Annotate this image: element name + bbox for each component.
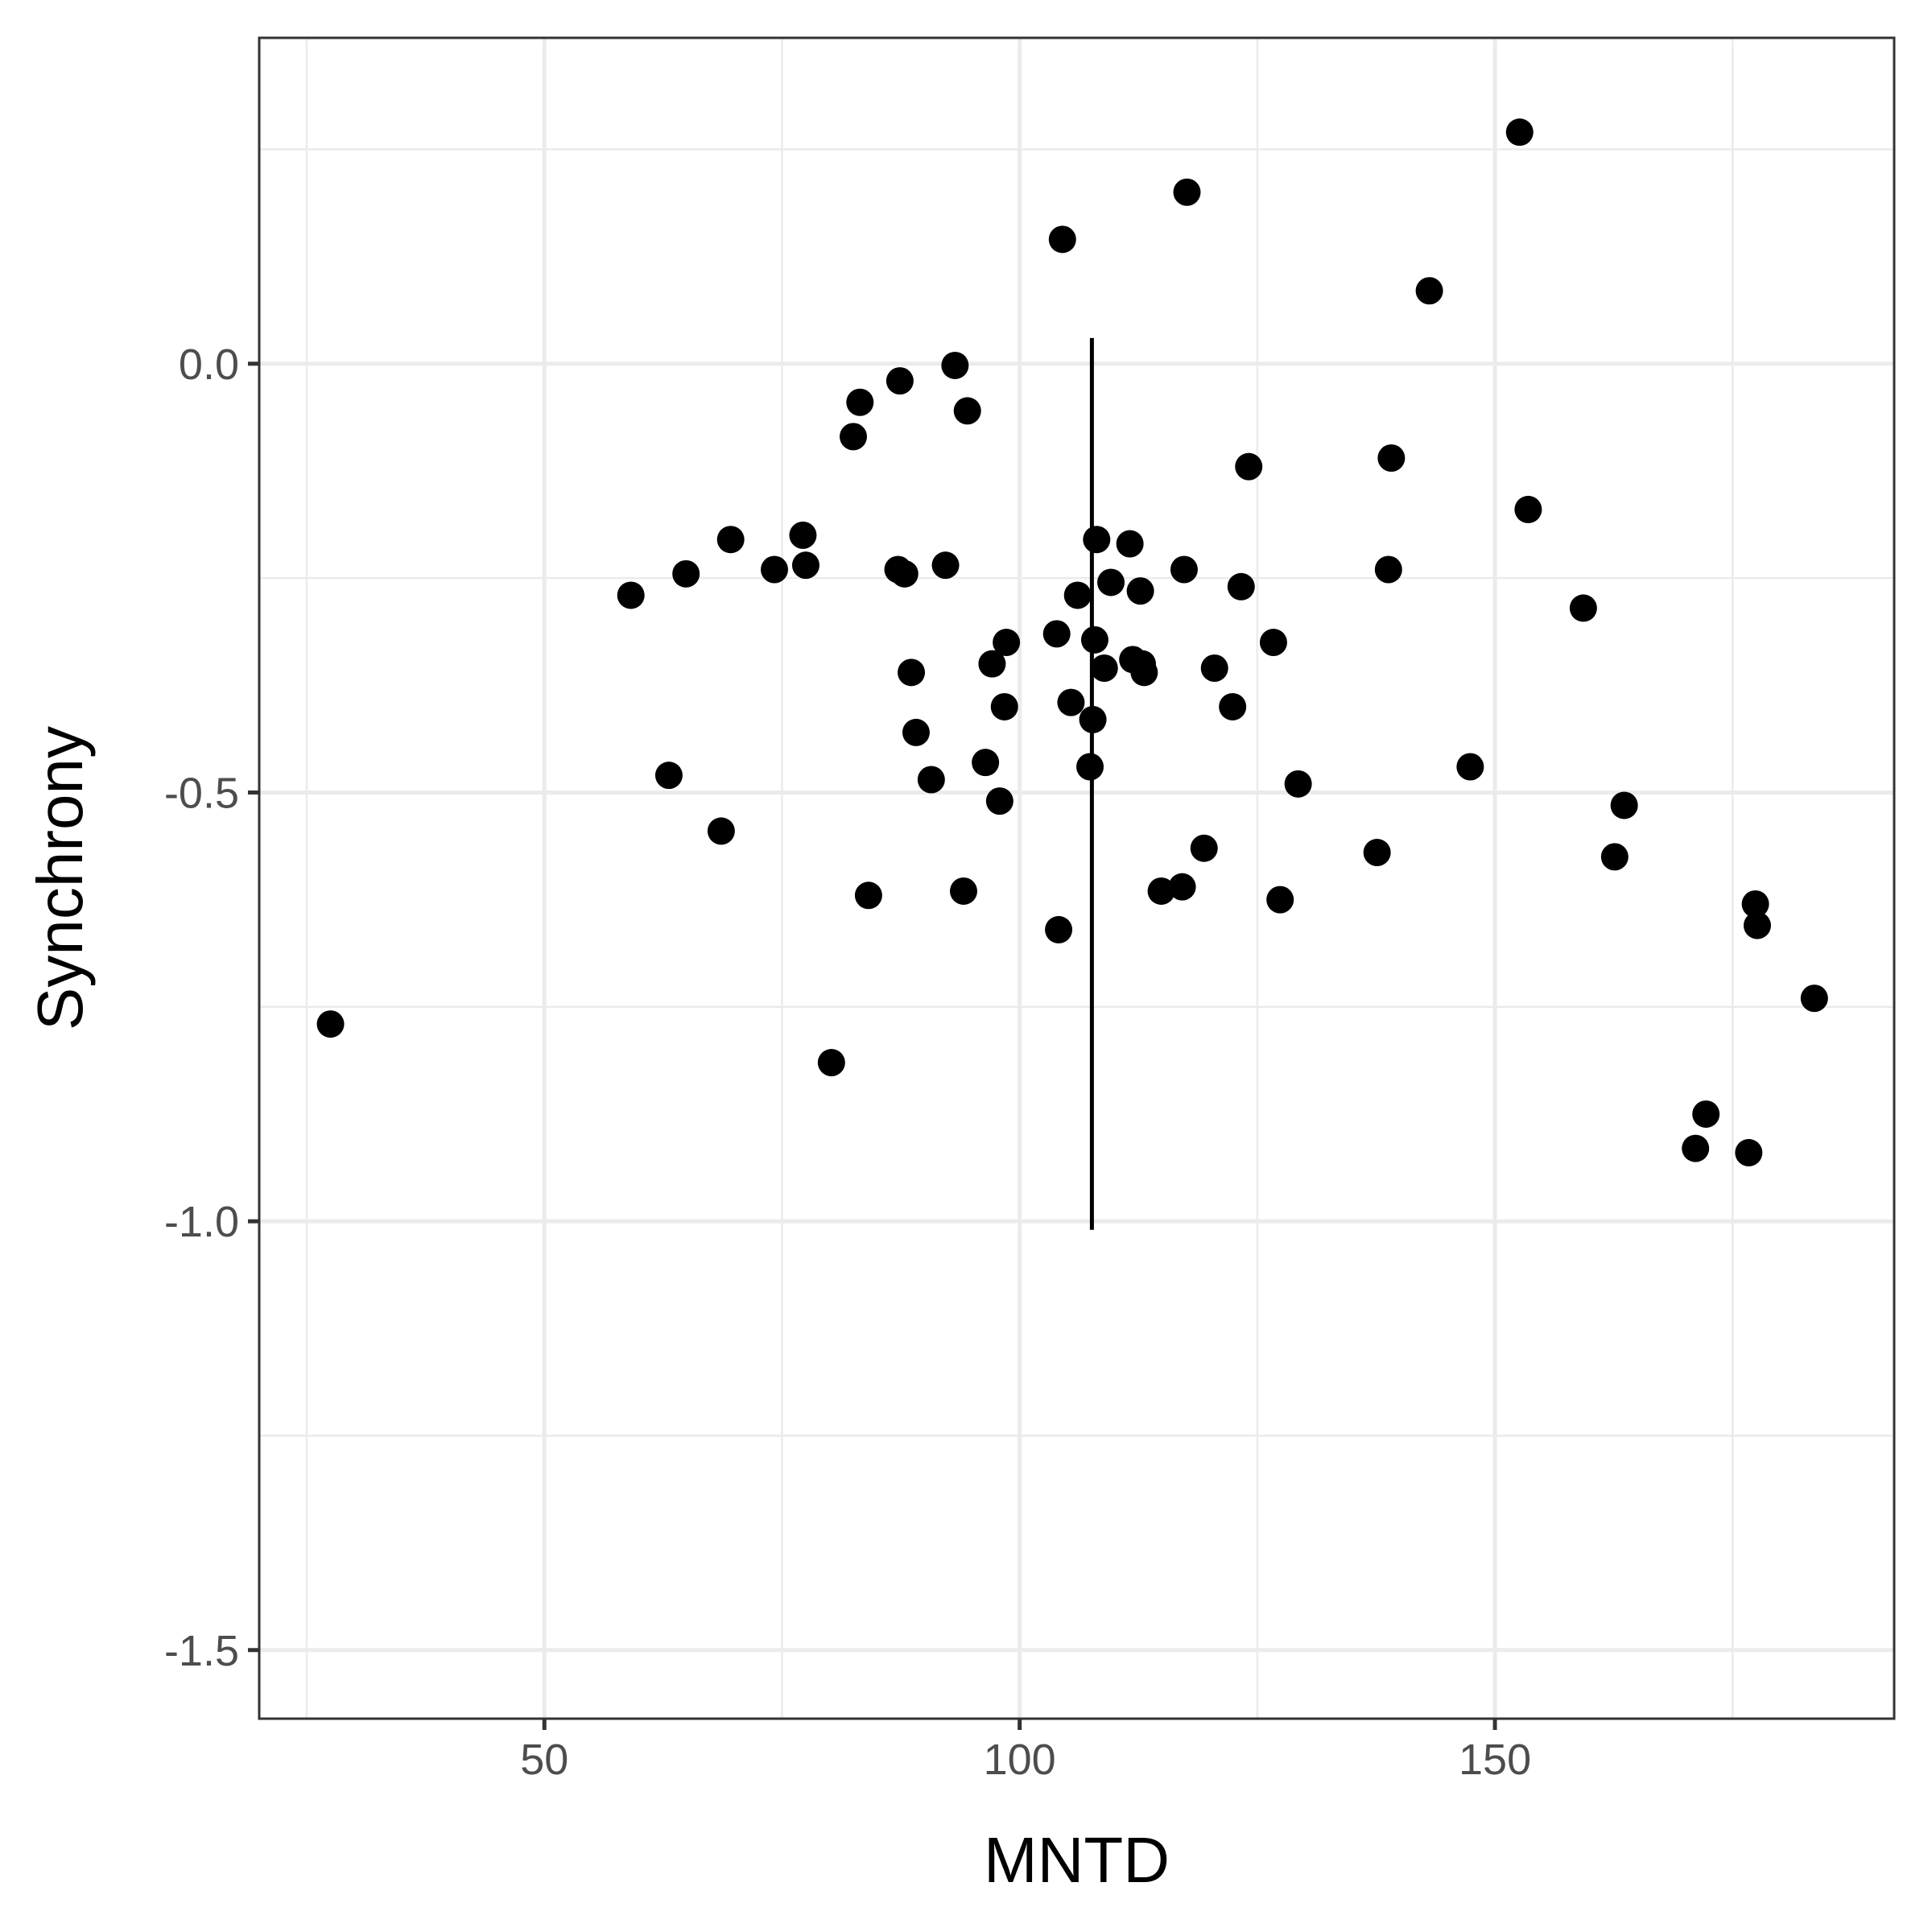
data-point [672, 559, 700, 588]
data-point [1080, 625, 1108, 654]
data-point [1090, 654, 1118, 682]
panel-border [258, 36, 1896, 1720]
data-point [846, 388, 874, 416]
data-point [1200, 654, 1228, 682]
tick-labels: 50 100 150 0.0 -0.5 -1.0 -1.5 [164, 341, 1531, 1784]
data-point [1259, 629, 1287, 657]
data-point [654, 762, 683, 790]
data-point [1173, 178, 1201, 206]
data-point [1126, 577, 1154, 605]
axis-ticks [248, 361, 1497, 1730]
data-point [1374, 555, 1402, 584]
data-point [1735, 1138, 1763, 1166]
data-point [1063, 581, 1092, 609]
x-axis-title: MNTD [984, 1824, 1170, 1896]
data-point [993, 629, 1021, 657]
y-tick-label: -1.0 [164, 1198, 239, 1246]
data-point [1377, 444, 1406, 472]
data-point [716, 526, 745, 554]
data-point [707, 817, 735, 845]
x-tick-label: 150 [1459, 1736, 1531, 1784]
data-point [1045, 915, 1073, 943]
data-point [1076, 753, 1104, 781]
data-point [902, 718, 930, 746]
data-point [941, 351, 969, 379]
y-axis-title: Synchrony [24, 726, 96, 1030]
data-point [617, 581, 645, 609]
data-point [1057, 688, 1085, 716]
data-point [1190, 834, 1218, 862]
data-point [917, 766, 945, 794]
data-point [990, 692, 1018, 720]
data-point [1266, 886, 1294, 914]
data-point [1456, 753, 1484, 781]
data-point [1168, 873, 1196, 901]
data-point [1083, 526, 1111, 554]
x-tick-label: 50 [520, 1736, 568, 1784]
data-point [890, 559, 919, 588]
data-point [1741, 890, 1769, 918]
data-point [898, 658, 926, 687]
data-point [1505, 118, 1534, 147]
data-point [1130, 658, 1158, 687]
x-tick-label: 100 [984, 1736, 1056, 1784]
data-point [1042, 620, 1071, 648]
data-point [854, 881, 882, 910]
data-point [1692, 1100, 1720, 1128]
data-point [978, 650, 1006, 678]
data-point [886, 367, 914, 395]
data-point [1600, 843, 1629, 871]
data-point [1147, 877, 1175, 905]
plot-marks [316, 118, 1828, 1230]
data-point [1569, 594, 1597, 622]
data-point [817, 1049, 845, 1077]
data-point [1363, 839, 1391, 867]
data-point [840, 423, 868, 451]
data-point [316, 1010, 345, 1038]
data-point [791, 551, 819, 580]
y-tick-label: 0.0 [179, 341, 239, 389]
y-tick-label: -1.5 [164, 1627, 239, 1675]
data-point [1219, 692, 1247, 720]
data-point [1415, 277, 1443, 305]
data-point [1284, 770, 1312, 798]
data-point [761, 555, 789, 584]
data-point [953, 397, 981, 425]
data-point [1097, 568, 1125, 597]
data-point [1743, 911, 1771, 939]
data-point [1682, 1134, 1710, 1162]
data-point [1610, 791, 1638, 819]
y-tick-label: -0.5 [164, 769, 239, 817]
data-point [1227, 572, 1255, 601]
data-point [972, 749, 1000, 777]
data-point [1116, 530, 1144, 558]
data-point [1800, 985, 1828, 1013]
data-point [1170, 555, 1198, 584]
data-point [1514, 495, 1542, 523]
data-point [1235, 452, 1263, 481]
data-point [985, 787, 1013, 815]
data-point [789, 521, 817, 549]
data-point [1079, 705, 1107, 733]
data-point [931, 551, 960, 580]
data-point [1048, 225, 1076, 254]
minor-grid [259, 38, 1894, 1719]
data-point [949, 877, 977, 905]
